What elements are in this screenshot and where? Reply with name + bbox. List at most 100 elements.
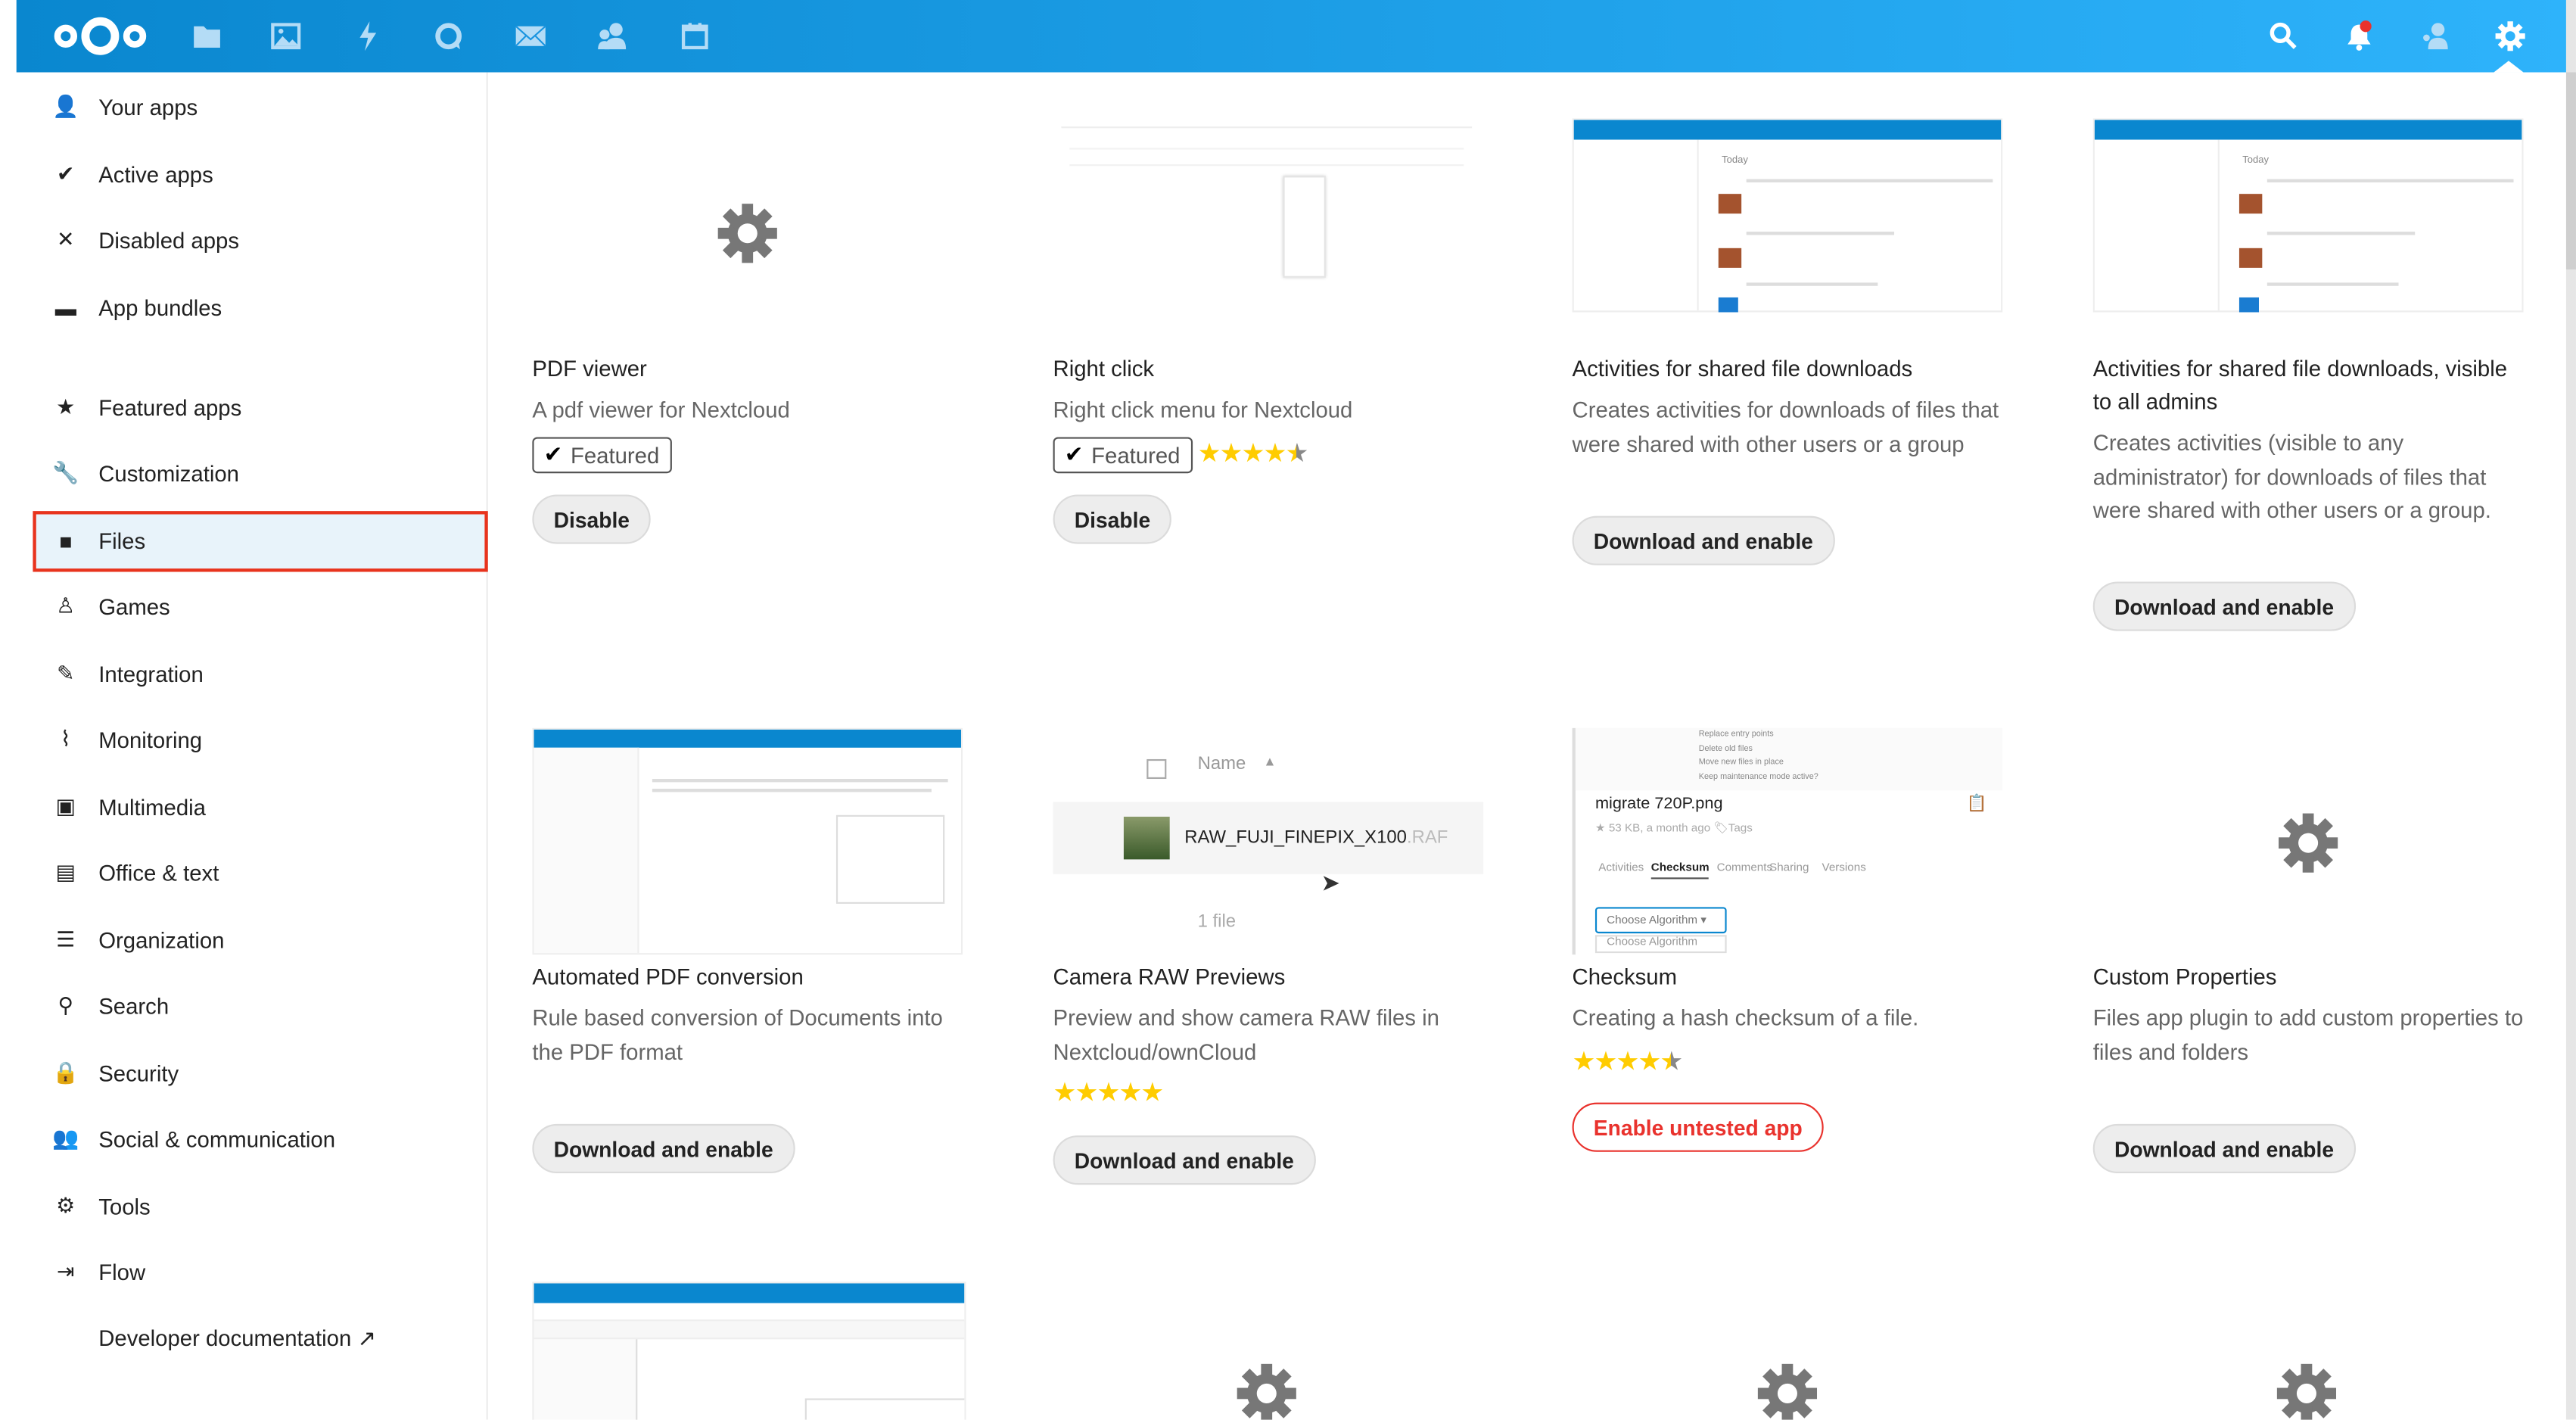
photos-icon[interactable] (269, 20, 302, 52)
thumb-log-line: Replace entry points (1698, 729, 1774, 740)
app-description: Creating a hash checksum of a file. (1572, 1005, 1919, 1031)
featured-label: Featured (570, 443, 660, 468)
featured-badge: ✔ Featured (1053, 437, 1193, 474)
sidebar (0, 72, 488, 1420)
app-screenshot[interactable]: Replace entry points Delete old files Move… (1572, 727, 2003, 955)
thumb-tab: Versions (1822, 862, 1866, 874)
sidebar-item-customization[interactable]: 🔧 Customization (33, 443, 487, 503)
app-action-button[interactable]: Download and enable (532, 1123, 795, 1174)
scrollbar[interactable] (2565, 0, 2576, 1420)
scrollbar-thumb[interactable] (2565, 72, 2576, 270)
app-action-button[interactable]: Enable untested app (1572, 1102, 1825, 1152)
thumb-file-count: 1 file (1197, 911, 1237, 932)
sidebar-item-social-communication[interactable]: 👥 Social & communication (33, 1108, 487, 1169)
sidebar-item-files[interactable]: ■ Files (33, 510, 488, 571)
app-action-button[interactable]: Disable (1053, 494, 1172, 544)
app-screenshot[interactable] (532, 727, 963, 955)
sidebar-item-tools[interactable]: ⚙ Tools (33, 1176, 487, 1236)
app-description: Preview and show camera RAW files in Nex… (1053, 1005, 1439, 1064)
sidebar-item-active-apps[interactable]: ✔ Active apps (33, 144, 487, 204)
app-description: Creates activities for downloads of file… (1572, 397, 1999, 456)
app-description: Creates activities (visible to any admin… (2092, 430, 2491, 523)
sidebar-item-your-apps[interactable]: 👤 Your apps (33, 76, 487, 137)
star-icon: ★ (1594, 823, 1609, 835)
user-icon[interactable] (2419, 20, 2451, 52)
app-screenshot[interactable] (1053, 118, 1484, 313)
sidebar-item-flow[interactable]: ⇥ Flow (33, 1241, 487, 1302)
app-action-button[interactable]: Download and enable (2092, 581, 2356, 631)
app-name[interactable]: Camera RAW Previews (1053, 964, 1286, 989)
app-screenshot[interactable] (532, 118, 963, 312)
app-name[interactable]: Automated PDF conversion (532, 964, 804, 989)
featured-badge: ✔ Featured (532, 437, 673, 474)
sidebar-item-search[interactable]: ⚲ Search (33, 975, 487, 1035)
sidebar-item-disabled-apps[interactable]: ✕ Disabled apps (33, 210, 487, 270)
user-icon: 👤 (52, 93, 79, 119)
app-name[interactable]: Activities for shared file downloads, vi… (2092, 357, 2508, 415)
settings-icon[interactable] (2494, 20, 2526, 52)
sidebar-item-monitoring[interactable]: ⌇ Monitoring (33, 709, 487, 770)
sidebar-item-organization[interactable]: ☰ Organization (33, 910, 487, 970)
joystick-icon: ♙ (56, 593, 76, 618)
sidebar-item-label: App bundles (98, 294, 222, 320)
sidebar-item-office-text[interactable]: ▤ Office & text (33, 842, 487, 903)
app-screenshot[interactable]: Today (1572, 118, 2003, 313)
archive-icon: ▬ (54, 294, 76, 320)
sort-caret-icon: ▲ (1263, 754, 1277, 769)
wrench-icon: 🔧 (52, 459, 79, 485)
rating-stars: ★★★★★ (1053, 1079, 1165, 1108)
sidebar-item-developer-documentation[interactable]: Developer documentation ↗ (33, 1309, 487, 1369)
sidebar-item-security[interactable]: 🔒 Security (33, 1042, 487, 1103)
mouse-cursor-icon: ➤ (1321, 869, 1340, 896)
app-gear-icon (1757, 1363, 1818, 1420)
app-gear-icon (2279, 813, 2338, 873)
lock-icon: 🔒 (52, 1060, 79, 1085)
list-icon: ☰ (56, 926, 76, 951)
search-icon[interactable] (2267, 20, 2300, 52)
sidebar-item-featured-apps[interactable]: ★ Featured apps (33, 377, 487, 438)
app-name[interactable]: Activities for shared file downloads (1572, 357, 1913, 381)
sidebar-item-label: Disabled apps (98, 227, 240, 253)
mail-icon[interactable] (514, 20, 546, 52)
app-screenshot[interactable]: Today (2092, 118, 2524, 313)
talk-icon[interactable] (432, 20, 465, 52)
sidebar-item-label: Security (98, 1060, 179, 1085)
app-name[interactable]: Checksum (1572, 964, 1678, 989)
calendar-icon[interactable] (679, 20, 711, 52)
thumb-name-header: Name (1197, 754, 1246, 774)
app-name[interactable]: Custom Properties (2092, 964, 2277, 989)
tool-icon: ✎ (56, 660, 75, 686)
thumb-tags: Tags (1728, 823, 1753, 835)
nextcloud-logo[interactable] (52, 15, 148, 58)
app-action-button[interactable]: Disable (532, 494, 652, 544)
users-icon: 👥 (52, 1126, 79, 1151)
sidebar-item-label: Monitoring (98, 727, 203, 752)
app-screenshot[interactable]: Name ▲ RAW_FUJI_FINEPIX_X100.RAF ➤ 1 file (1053, 727, 1484, 955)
app-name[interactable]: PDF viewer (532, 357, 647, 381)
sidebar-item-label: Games (98, 593, 170, 619)
sidebar-item-label: Your apps (98, 94, 198, 120)
gear-icon: ⚙ (56, 1193, 76, 1218)
app-name[interactable]: Right click (1053, 357, 1155, 381)
sidebar-item-label: Active apps (98, 161, 213, 187)
sidebar-item-app-bundles[interactable]: ▬ App bundles (33, 277, 487, 338)
contacts-icon[interactable] (596, 20, 629, 52)
app-screenshot[interactable] (2093, 728, 2524, 955)
sidebar-item-games[interactable]: ♙ Games (33, 576, 487, 637)
app-gear-icon (2276, 1363, 2337, 1420)
sidebar-item-integration[interactable]: ✎ Integration (33, 643, 487, 704)
check-icon: ✔ (56, 160, 75, 186)
activity-icon[interactable] (352, 20, 384, 52)
notifications-icon[interactable] (2343, 20, 2375, 52)
app-action-button[interactable]: Download and enable (1572, 515, 1835, 565)
sidebar-item-multimedia[interactable]: ▣ Multimedia (33, 777, 487, 837)
active-menu-caret (2494, 61, 2524, 73)
notification-badge (2360, 20, 2372, 33)
close-icon: ✕ (56, 226, 75, 252)
thumb-today: Today (2242, 156, 2270, 167)
app-action-button[interactable]: Download and enable (1053, 1135, 1316, 1185)
files-icon[interactable] (191, 20, 223, 52)
rating-stars: ★★★★★ (1197, 440, 1309, 469)
app-action-button[interactable]: Download and enable (2092, 1123, 2356, 1174)
app-screenshot[interactable] (532, 1281, 966, 1420)
